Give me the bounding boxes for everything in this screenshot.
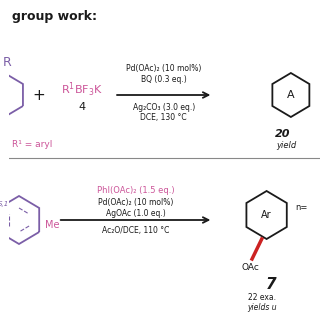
Text: Pd(OAc)₂ (10 mol%): Pd(OAc)₂ (10 mol%) [98, 197, 173, 206]
Text: R: R [3, 56, 12, 69]
Text: PhI(OAc)₂ (1.5 eq.): PhI(OAc)₂ (1.5 eq.) [97, 186, 174, 195]
Text: Me: Me [45, 220, 60, 230]
Text: S,1: S,1 [0, 201, 9, 207]
Text: R$^1$BF$_3$K: R$^1$BF$_3$K [61, 81, 103, 99]
Text: group work:: group work: [12, 10, 97, 23]
Text: DCE, 130 °C: DCE, 130 °C [140, 113, 187, 122]
Text: BQ (0.3 eq.): BQ (0.3 eq.) [141, 75, 187, 84]
Text: R¹ = aryl: R¹ = aryl [12, 140, 52, 149]
Text: yields u: yields u [247, 303, 276, 312]
Text: Ag₂CO₃ (3.0 eq.): Ag₂CO₃ (3.0 eq.) [132, 102, 195, 111]
Text: yield: yield [276, 141, 296, 150]
Text: n=: n= [295, 203, 307, 212]
Text: Ar: Ar [261, 210, 272, 220]
Text: 4: 4 [78, 102, 86, 112]
Text: OAc: OAc [241, 263, 259, 272]
Text: Pd(OAc)₂ (10 mol%): Pd(OAc)₂ (10 mol%) [126, 63, 201, 73]
Text: 7: 7 [266, 277, 277, 292]
Text: AgOAc (1.0 eq.): AgOAc (1.0 eq.) [106, 209, 165, 218]
Text: 22 exa.: 22 exa. [248, 293, 276, 302]
Text: +: + [32, 87, 45, 102]
Text: 20: 20 [275, 129, 291, 139]
Text: A: A [287, 90, 295, 100]
Text: Ac₂O/DCE, 110 °C: Ac₂O/DCE, 110 °C [102, 226, 169, 235]
